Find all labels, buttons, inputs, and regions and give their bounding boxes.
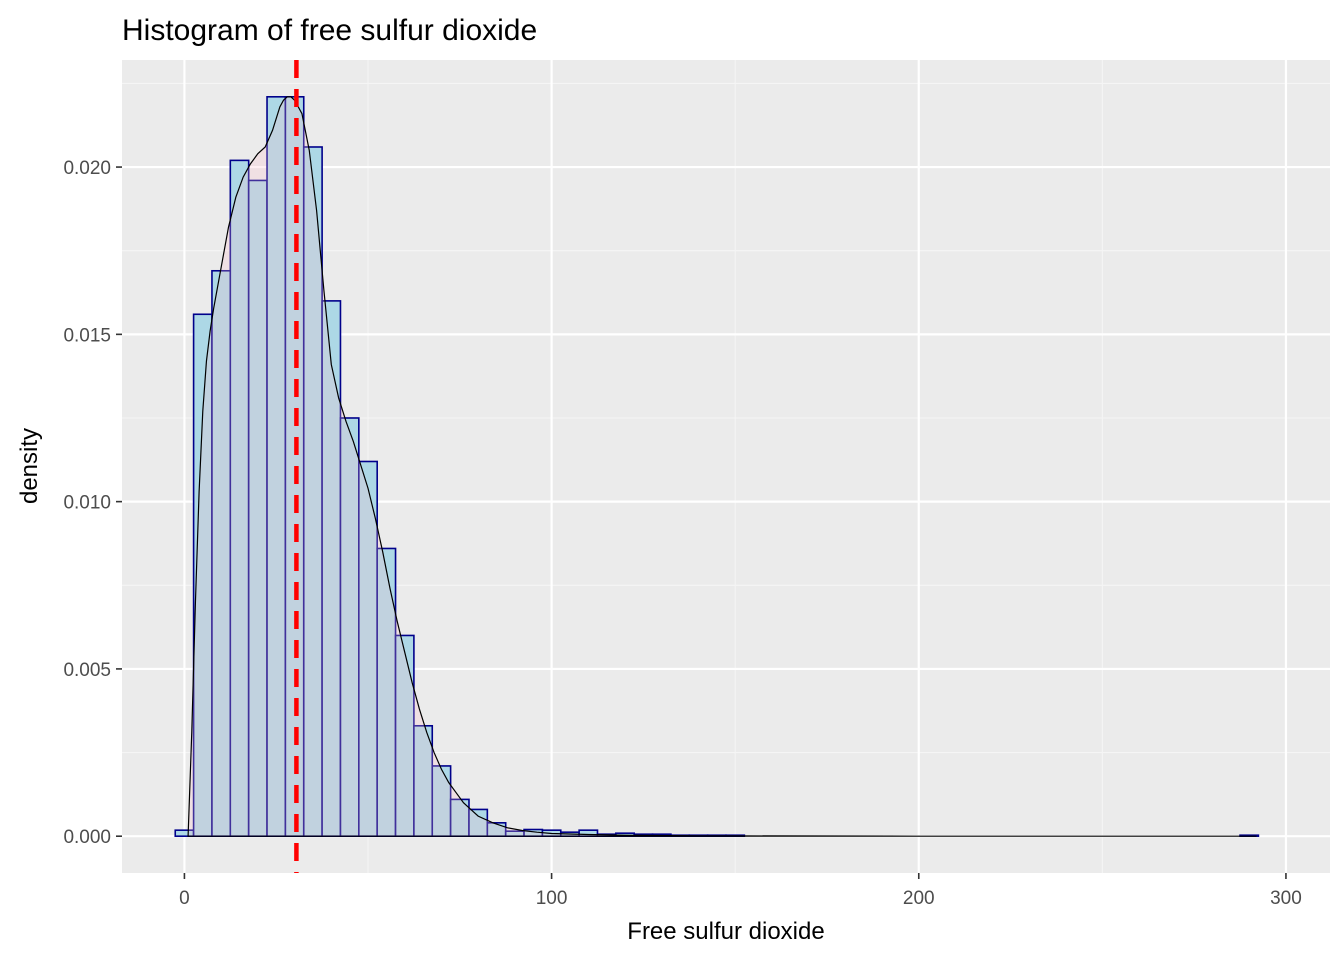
x-tick-label: 0 xyxy=(179,888,190,909)
y-axis-title: density xyxy=(16,428,43,504)
y-tick-label: 0.000 xyxy=(63,827,111,848)
x-axis-ticks: 0 100 200 300 xyxy=(179,873,1302,909)
x-tick-label: 100 xyxy=(536,888,568,909)
y-tick-label: 0.010 xyxy=(63,493,111,514)
y-tick-label: 0.015 xyxy=(63,325,111,346)
chart-title: Histogram of free sulfur dioxide xyxy=(122,14,537,47)
x-tick-label: 200 xyxy=(903,888,935,909)
x-axis-title: Free sulfur dioxide xyxy=(627,918,824,945)
histogram-bars xyxy=(174,96,1260,837)
y-tick-label: 0.020 xyxy=(63,158,111,179)
y-tick-label: 0.005 xyxy=(63,660,111,681)
x-tick-label: 300 xyxy=(1270,888,1302,909)
y-axis-ticks: 0.000 0.005 0.010 0.015 0.020 xyxy=(63,158,122,848)
